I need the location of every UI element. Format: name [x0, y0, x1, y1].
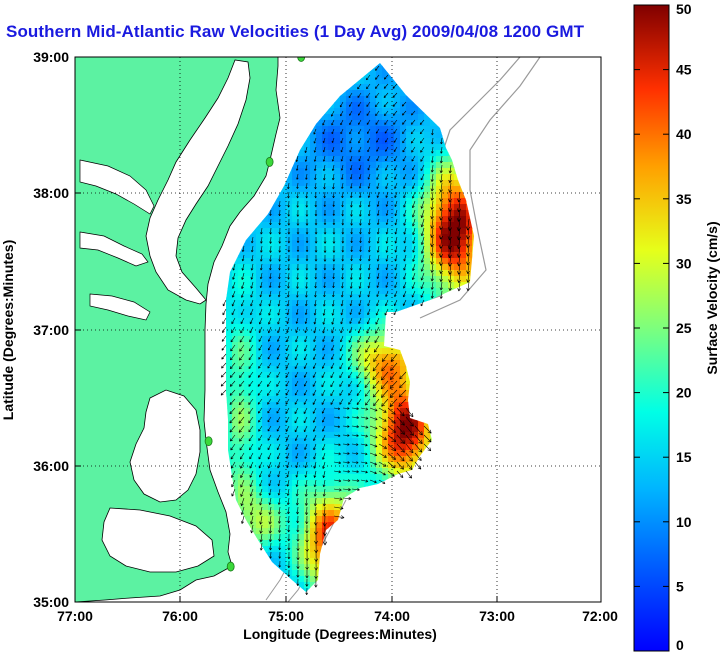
colorbar-label: Surface Velocity (cm/s): [704, 221, 720, 374]
x-tick-label: 76:00: [162, 608, 198, 624]
x-tick-label: 75:00: [268, 608, 304, 624]
velocity-vectors: [220, 65, 471, 596]
x-axis-label: Longitude (Degrees:Minutes): [243, 626, 437, 642]
colorbar-tick-label: 10: [676, 514, 692, 530]
x-tick-label: 73:00: [479, 608, 515, 624]
colorbar-tick-label: 30: [676, 255, 692, 271]
colorbar-tick-label: 35: [676, 191, 692, 207]
colorbar-tick-label: 0: [676, 637, 684, 653]
x-tick-label: 77:00: [57, 608, 93, 624]
y-tick-label: 39:00: [33, 49, 69, 65]
y-axis-label: Latitude (Degrees:Minutes): [0, 240, 16, 420]
map-title: Southern Mid-Atlantic Raw Velocities (1 …: [6, 22, 585, 41]
bay-water: [145, 59, 251, 305]
colorbar-ticks: 0 5 10 15 20 25 30 35 40 45 50: [634, 1, 692, 653]
station-marker-station-4: [226, 561, 235, 572]
y-tick-label: 35:00: [33, 594, 69, 610]
x-tick-labels: 77:00 76:00 75:00 74:00 73:00 72:00: [57, 608, 618, 624]
station-marker-station-3: [204, 436, 213, 447]
colorbar-tick-label: 45: [676, 62, 692, 78]
y-tick-labels: 39:00 38:00 37:00 36:00 35:00: [33, 49, 69, 610]
x-tick-label: 74:00: [374, 608, 410, 624]
colorbar-tick-label: 25: [676, 320, 692, 336]
grid-lines: [75, 57, 601, 602]
bay-inlet: [79, 159, 155, 215]
sound-water: [129, 389, 201, 503]
tick-marks: [74, 56, 602, 603]
y-tick-label: 37:00: [33, 322, 69, 338]
bay-inlet: [89, 293, 151, 321]
colorbar-tick-label: 50: [676, 1, 692, 17]
station-marker-station-2: [265, 157, 274, 167]
station-markers: [204, 57, 306, 572]
colorbar-tick-label: 15: [676, 449, 692, 465]
bay-inlet: [79, 231, 149, 267]
sound-water: [101, 507, 215, 573]
x-tick-label: 72:00: [582, 608, 618, 624]
y-tick-label: 38:00: [33, 185, 69, 201]
colorbar-tick-label: 40: [676, 126, 692, 142]
colorbar-tick-label: 20: [676, 385, 692, 401]
y-tick-label: 36:00: [33, 458, 69, 474]
colorbar-tick-label: 5: [676, 578, 684, 594]
station-marker-station-1: [297, 57, 306, 62]
